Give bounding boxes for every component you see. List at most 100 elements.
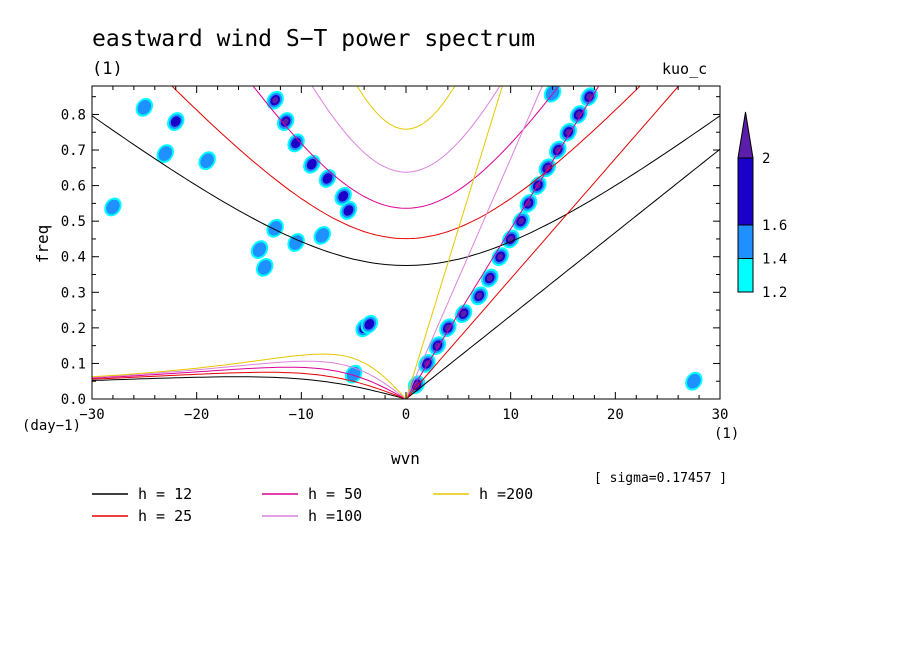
colorbar-segment [737,224,754,259]
spectral-blob [339,201,358,220]
chart-title: eastward wind S−T power spectrum [92,26,535,52]
y-unit-label: (day−1) [22,418,81,434]
chart-tag: kuo_c [662,60,707,78]
chart-subtitle: (1) [92,59,123,79]
spectral-blob [685,371,703,391]
y-tick-label: 0.8 [61,107,86,123]
spectral-blob [250,240,269,260]
legend: h = 12 h = 25 h = 50 h =100 h =200 [92,485,533,525]
blob-level-3 [554,146,561,154]
spectral-blob [344,364,363,384]
spectral-power-contours [104,86,703,395]
blob-level-2 [364,319,375,330]
y-axis-label: freq [33,225,52,264]
y-tick-label: 0.6 [61,179,86,195]
dispersion-curve [405,86,543,399]
x-tick-label: −20 [184,407,209,423]
spectral-blob [303,154,321,174]
blob-level-1 [315,228,330,243]
sigma-note: [ sigma=0.17457 ] [594,471,727,486]
legend-label: h =100 [308,507,362,525]
spectral-blob [167,112,185,131]
spectral-blob [276,112,295,131]
x-axis: −30 −20 −10 0 10 20 30 [79,86,728,423]
y-tick-label: 0.3 [61,285,86,301]
blob-level-3 [460,310,467,317]
spectral-blob [481,268,499,288]
blob-level-1 [289,235,303,250]
spectral-blob [104,197,122,217]
blob-level-1 [687,373,701,389]
dispersion-curves [92,86,720,399]
blob-level-1 [346,366,361,382]
legend-label: h = 25 [138,507,192,525]
plot-frame [91,85,721,400]
dispersion-curve [92,360,407,399]
spectral-blob [266,90,284,110]
colorbar-segment [737,157,754,226]
spectral-blob [360,314,379,334]
blob-level-3 [476,292,483,300]
blob-level-1 [137,100,152,115]
spectral-blob [198,151,216,171]
blob-level-1 [106,199,120,215]
legend-label: h = 12 [138,485,192,503]
dispersion-curve [356,86,456,130]
blob-level-3 [518,217,525,225]
blob-level-1 [257,260,272,275]
dispersion-curve [405,86,680,399]
dispersion-curve [92,115,720,267]
x-tick-label: 20 [607,407,624,423]
y-tick-label: 0.2 [61,321,86,337]
y-tick-label: 0.5 [61,214,86,230]
spectral-blob [334,186,352,206]
legend-label: h = 50 [308,485,362,503]
x-tick-label: 30 [712,407,729,423]
spectral-blob [255,258,274,277]
spectral-blob [580,87,598,107]
legend-label: h =200 [479,485,533,503]
dispersion-curve [405,148,720,399]
blob-level-2 [338,190,349,202]
blob-level-3 [434,342,441,349]
spectral-blob [491,247,509,267]
blob-level-2 [170,116,181,127]
colorbar: 1.2 1.4 1.6 2 [737,111,787,301]
y-tick-label: 0.0 [61,392,86,408]
blob-level-2 [306,158,317,170]
spectral-blob [543,86,562,103]
colorbar-label: 1.6 [762,218,787,234]
blob-level-1 [252,242,267,257]
spectral-blob [287,233,305,252]
spectral-blob [428,336,447,356]
spectral-blob [156,144,174,163]
colorbar-triangle [737,111,754,159]
y-tick-label: 0.7 [61,143,86,159]
blob-level-3 [586,93,593,100]
spectral-blob [135,97,154,117]
blob-level-1 [200,153,214,169]
x-tick-label: 10 [502,407,519,423]
colorbar-label: 1.2 [762,285,787,301]
colorbar-label: 2 [762,151,770,167]
dispersion-curve [92,366,407,399]
y-tick-label: 0.4 [61,250,86,266]
x-unit-label: (1) [714,426,739,442]
blob-level-3 [486,274,493,282]
blob-level-3 [282,118,289,125]
colorbar-segment [737,258,754,293]
dispersion-curve [405,86,600,399]
dispersion-curve [311,86,501,173]
blob-level-1 [158,146,173,161]
blob-level-3 [272,97,279,104]
dispersion-curve [92,371,407,399]
dispersion-curve [92,376,407,399]
x-tick-label: −10 [289,407,314,423]
spectral-blob [266,218,284,238]
spectral-blob [470,286,488,306]
y-axis: 0.0 0.1 0.2 0.3 0.4 0.5 0.6 0.7 0.8 [61,96,720,408]
dispersion-curve [92,353,407,399]
blob-level-3 [413,381,420,388]
dispersion-curve [405,86,503,399]
